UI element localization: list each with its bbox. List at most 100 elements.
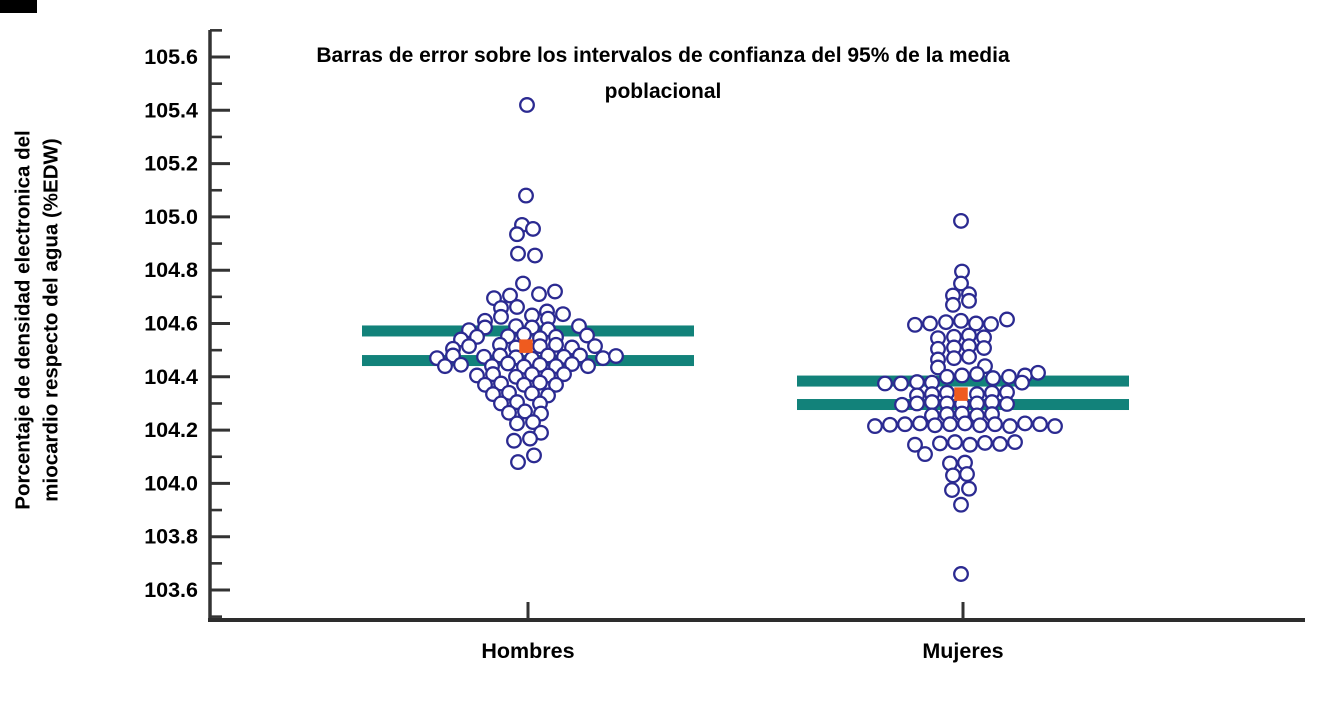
y-tick-label: 105.0 <box>144 205 198 229</box>
y-tick-label: 104.2 <box>144 418 198 442</box>
data-point <box>526 447 542 464</box>
data-point <box>500 355 516 372</box>
data-point <box>972 417 988 434</box>
data-point <box>953 212 969 229</box>
mean-marker <box>519 339 533 353</box>
data-point <box>502 287 518 304</box>
y-tick-label: 105.4 <box>144 98 198 122</box>
data-point <box>1001 368 1017 385</box>
data-point <box>999 396 1015 412</box>
data-point <box>969 366 985 383</box>
data-point <box>961 348 977 365</box>
data-point <box>992 436 1008 452</box>
data-point <box>945 467 961 484</box>
chart-title-line2: poblacional <box>604 79 722 103</box>
data-point <box>564 356 580 372</box>
data-point <box>917 446 933 463</box>
data-point <box>532 374 548 391</box>
data-point <box>518 187 534 204</box>
data-point <box>983 316 999 332</box>
data-point <box>959 466 975 483</box>
data-point <box>968 315 984 332</box>
x-category-label: Hombres <box>481 639 574 663</box>
data-point <box>942 416 958 433</box>
mean-marker <box>954 387 968 401</box>
data-point <box>555 306 571 323</box>
data-point <box>524 385 540 402</box>
data-point <box>580 358 596 375</box>
data-point <box>962 436 978 453</box>
y-tick-label: 104.0 <box>144 471 198 495</box>
data-point <box>579 327 595 344</box>
data-point <box>945 296 961 313</box>
data-point <box>976 340 992 356</box>
y-tick-label: 105.2 <box>144 152 198 176</box>
data-point <box>894 396 910 413</box>
data-point <box>909 374 925 391</box>
data-point <box>938 314 954 331</box>
data-point <box>961 292 977 309</box>
data-point <box>437 358 453 375</box>
data-point <box>509 415 525 432</box>
y-tick-label: 104.6 <box>144 312 198 336</box>
data-point <box>953 496 969 513</box>
data-point <box>461 338 477 355</box>
data-point <box>897 416 913 433</box>
data-point <box>595 350 611 367</box>
data-point <box>510 245 526 262</box>
data-point <box>1032 416 1048 433</box>
data-point <box>517 403 533 420</box>
data-point <box>509 226 525 243</box>
data-point <box>493 308 509 325</box>
data-point <box>987 416 1003 433</box>
data-point <box>509 299 525 315</box>
data-point <box>547 283 563 300</box>
data-point <box>954 367 970 384</box>
data-point <box>556 366 572 383</box>
y-tick-label: 105.6 <box>144 45 198 69</box>
data-point <box>548 336 564 353</box>
data-point <box>877 375 893 392</box>
data-point <box>922 315 938 332</box>
data-point <box>1014 374 1030 391</box>
data-point <box>515 275 531 292</box>
data-point <box>519 97 535 113</box>
data-point <box>453 356 469 373</box>
data-point <box>506 432 522 449</box>
data-point <box>977 434 993 451</box>
data-point <box>1017 415 1033 432</box>
data-point <box>946 350 962 367</box>
data-point <box>525 414 541 431</box>
data-point <box>953 566 969 582</box>
y-tick-label: 103.8 <box>144 525 198 549</box>
data-point <box>932 435 948 452</box>
data-point <box>548 376 564 393</box>
data-point <box>909 395 925 412</box>
data-point <box>1047 418 1063 435</box>
data-point <box>930 359 946 376</box>
corner-artifact <box>0 0 37 13</box>
data-point <box>501 404 517 421</box>
data-point <box>907 316 923 333</box>
data-point <box>961 480 977 497</box>
y-tick-label: 104.8 <box>144 258 198 282</box>
data-point <box>867 418 883 435</box>
data-point <box>587 338 603 355</box>
data-point <box>882 416 898 433</box>
x-category-label: Mujeres <box>922 639 1003 663</box>
data-point <box>608 348 624 364</box>
y-tick-label: 104.4 <box>144 365 198 389</box>
data-point <box>947 434 963 451</box>
data-point <box>907 436 923 453</box>
data-point <box>957 415 973 432</box>
data-point <box>927 417 943 434</box>
data-point <box>1007 434 1023 451</box>
data-point <box>522 430 538 447</box>
data-point <box>893 375 909 392</box>
data-point <box>912 415 928 432</box>
data-point <box>999 311 1015 328</box>
data-point <box>985 370 1001 387</box>
y-tick-label: 103.6 <box>144 578 198 602</box>
chart-title-line1: Barras de error sobre los intervalos de … <box>316 44 1010 67</box>
